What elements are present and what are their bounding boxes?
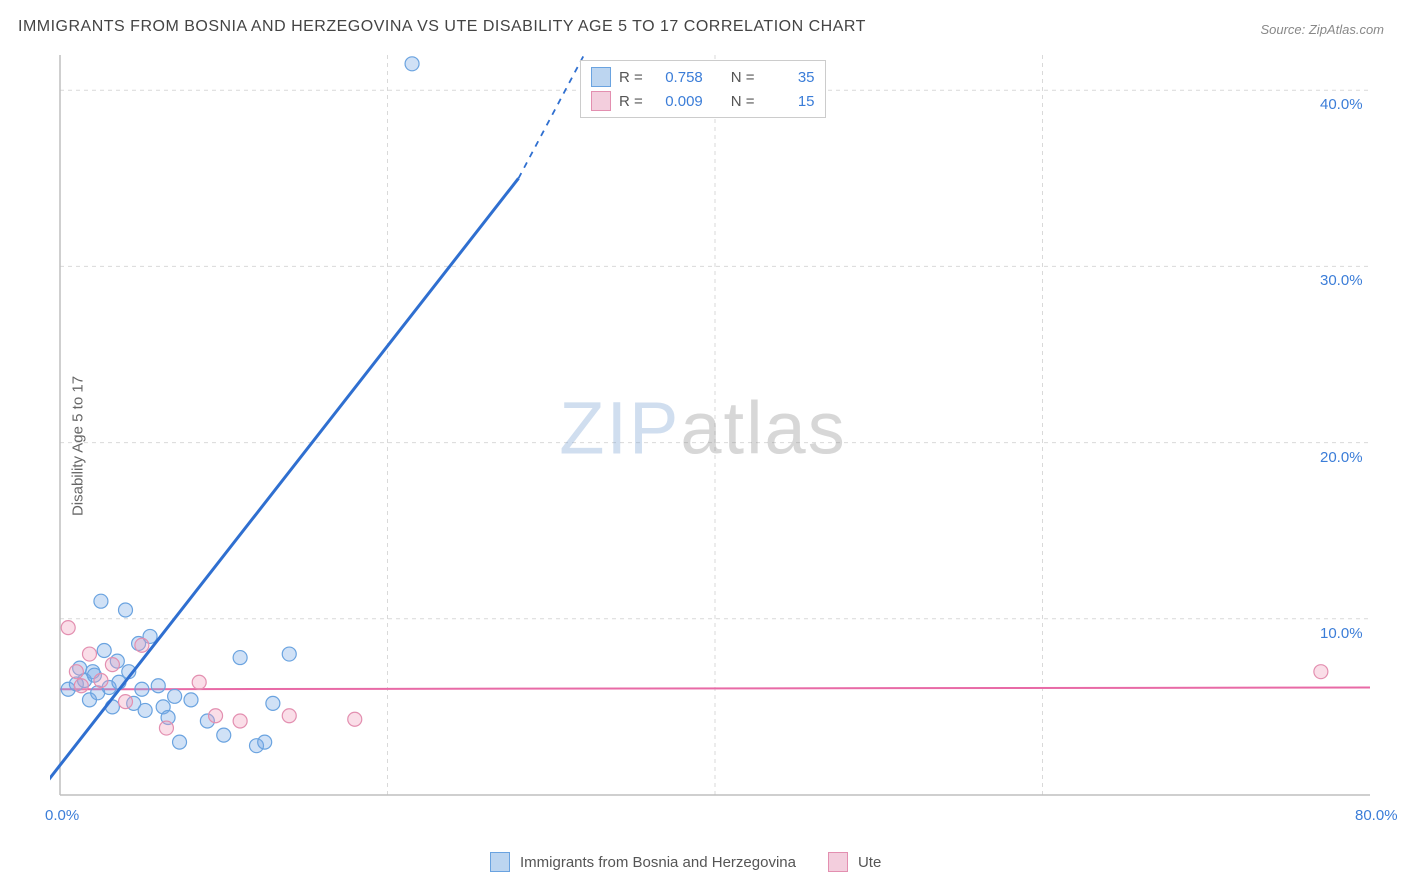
legend-n-label: N = xyxy=(731,93,755,110)
legend-swatch xyxy=(591,67,611,87)
correlation-legend: R = 0.758 N = 35 R = 0.009 N = 15 xyxy=(580,60,826,118)
legend-n-value: 15 xyxy=(763,93,815,110)
legend-r-value: 0.758 xyxy=(651,69,703,86)
chart-title: IMMIGRANTS FROM BOSNIA AND HERZEGOVINA V… xyxy=(18,18,866,36)
legend-r-label: R = xyxy=(619,93,643,110)
y-tick-label: 40.0% xyxy=(1320,96,1363,113)
legend-series-name: Immigrants from Bosnia and Herzegovina xyxy=(520,854,796,871)
legend-swatch xyxy=(490,852,510,872)
series-legend: Immigrants from Bosnia and Herzegovina Ut… xyxy=(490,852,903,872)
legend-r-label: R = xyxy=(619,69,643,86)
legend-r-value: 0.009 xyxy=(651,93,703,110)
y-tick-label: 30.0% xyxy=(1320,272,1363,289)
legend-n-value: 35 xyxy=(763,69,815,86)
scatter-chart-svg xyxy=(50,55,1380,835)
y-tick-label: 10.0% xyxy=(1320,625,1363,642)
legend-swatch xyxy=(828,852,848,872)
source-attribution: Source: ZipAtlas.com xyxy=(1260,22,1384,37)
plot-area xyxy=(50,55,1380,835)
x-tick-label: 80.0% xyxy=(1355,807,1398,824)
legend-swatch xyxy=(591,91,611,111)
legend-n-label: N = xyxy=(731,69,755,86)
x-tick-label: 0.0% xyxy=(45,807,79,824)
y-tick-label: 20.0% xyxy=(1320,449,1363,466)
legend-row: R = 0.758 N = 35 xyxy=(591,65,815,89)
legend-series-name: Ute xyxy=(858,854,881,871)
legend-row: R = 0.009 N = 15 xyxy=(591,89,815,113)
